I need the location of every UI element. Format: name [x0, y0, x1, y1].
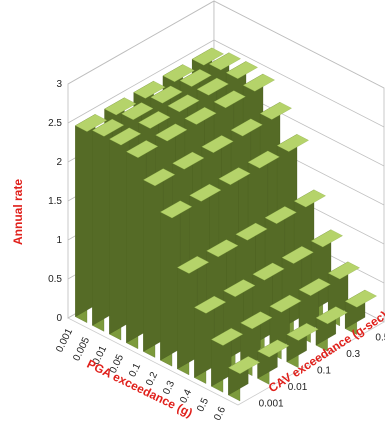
pga-tick-label: 0.5 [195, 396, 211, 414]
bars [75, 47, 377, 402]
bar-face-top [92, 118, 125, 137]
bar [143, 168, 176, 358]
bar-face-top [191, 47, 224, 66]
bar-face-top [213, 90, 246, 109]
bar-face-top [223, 279, 256, 297]
bar-face-top [230, 118, 263, 137]
bar-face-top [235, 222, 268, 241]
cav-tick-label: 0.001 [259, 399, 284, 410]
bar-face-top [286, 323, 319, 341]
bar-face-top [133, 80, 166, 99]
cav-tick-label: 0.5 [375, 332, 385, 343]
bar-face-top [208, 52, 241, 71]
cav-tick-label: 0.3 [346, 349, 360, 360]
bar-face-top [143, 168, 176, 187]
bar-face-top [184, 107, 217, 125]
bar [344, 289, 377, 335]
bar-face-top [160, 200, 193, 219]
z-tick-label: 0 [56, 313, 62, 324]
bar [160, 200, 193, 367]
z-tick-label: 3 [56, 79, 62, 90]
bar-face-top [211, 328, 244, 346]
bar-face-top [162, 64, 195, 82]
z-tick-label: 1 [56, 235, 62, 246]
bar [92, 118, 125, 332]
bar-face-top [310, 229, 343, 248]
bar-face-top [264, 206, 297, 224]
bar [126, 140, 159, 350]
bar-face-top [189, 183, 222, 202]
bar-face-top [179, 69, 212, 87]
z-tick-label: 2.5 [48, 118, 62, 129]
bar-face-side [160, 200, 181, 361]
bar [315, 306, 348, 352]
z-tick-label: 0.5 [48, 274, 62, 285]
gridline-z [67, 0, 385, 89]
bar [109, 127, 142, 341]
bar [228, 356, 261, 402]
bar-face-top [293, 189, 326, 208]
bar-face-top [252, 262, 285, 281]
bar-face-top [218, 167, 251, 185]
gridline-z [67, 39, 385, 128]
bar [177, 255, 210, 376]
bar-face-top [126, 140, 159, 158]
bar-face-top [228, 356, 261, 374]
z-tick-labels: 0 0.5 1 1.5 2 2.5 3 [48, 79, 62, 324]
bar-face-top [242, 73, 275, 92]
bar-face-top [315, 306, 348, 325]
bar-face-top [257, 339, 290, 358]
cav-tick-label: 0.01 [288, 382, 308, 393]
bar-face-top [150, 85, 183, 104]
bar-face-top [298, 278, 331, 296]
pga-tick-label: 0.6 [212, 405, 228, 423]
bar-face-side [92, 118, 113, 326]
bar-face-top [109, 127, 142, 146]
bar-face-top [75, 114, 108, 132]
pga-tick-label: 0.001 [54, 327, 75, 355]
bar-face-top [177, 256, 210, 274]
bar-face-top [247, 150, 280, 169]
z-axis-title: Annual rate [11, 179, 25, 245]
z-tick-label: 2 [56, 157, 62, 168]
bar-face-top [206, 239, 239, 258]
bar-face-top [167, 94, 200, 113]
bar-face-top [259, 102, 292, 120]
bar-face-top [196, 77, 229, 96]
bar-face-top [172, 151, 205, 170]
z-tick-label: 1.5 [48, 196, 62, 207]
bar [257, 339, 290, 385]
bar-face-top [276, 134, 309, 152]
bar-face-top [281, 246, 314, 264]
bar [286, 322, 319, 369]
cav-tick-labels: 0.001 0.01 0.1 0.3 0.5 [259, 332, 385, 409]
bar-face-side [177, 255, 198, 370]
bar-face-top [225, 61, 258, 79]
bar-face-top [344, 289, 377, 308]
bar-face-top [327, 261, 360, 280]
bar [194, 295, 227, 384]
bar-face-side [75, 114, 96, 317]
cav-tick-label: 0.1 [317, 366, 331, 377]
bar-face-side [143, 168, 164, 352]
bar-face-top [194, 295, 227, 314]
bar [211, 327, 244, 393]
bar-face-top [104, 97, 137, 116]
bar-face-top [121, 102, 154, 120]
bar-face-side [126, 140, 147, 344]
bar-face-side [109, 127, 130, 335]
bar-face-top [269, 294, 302, 313]
bar-face-top [138, 111, 171, 129]
bar-face-top [155, 123, 188, 142]
bar-face-top [240, 311, 273, 330]
bar-face-top [201, 135, 234, 153]
bar [75, 114, 108, 323]
